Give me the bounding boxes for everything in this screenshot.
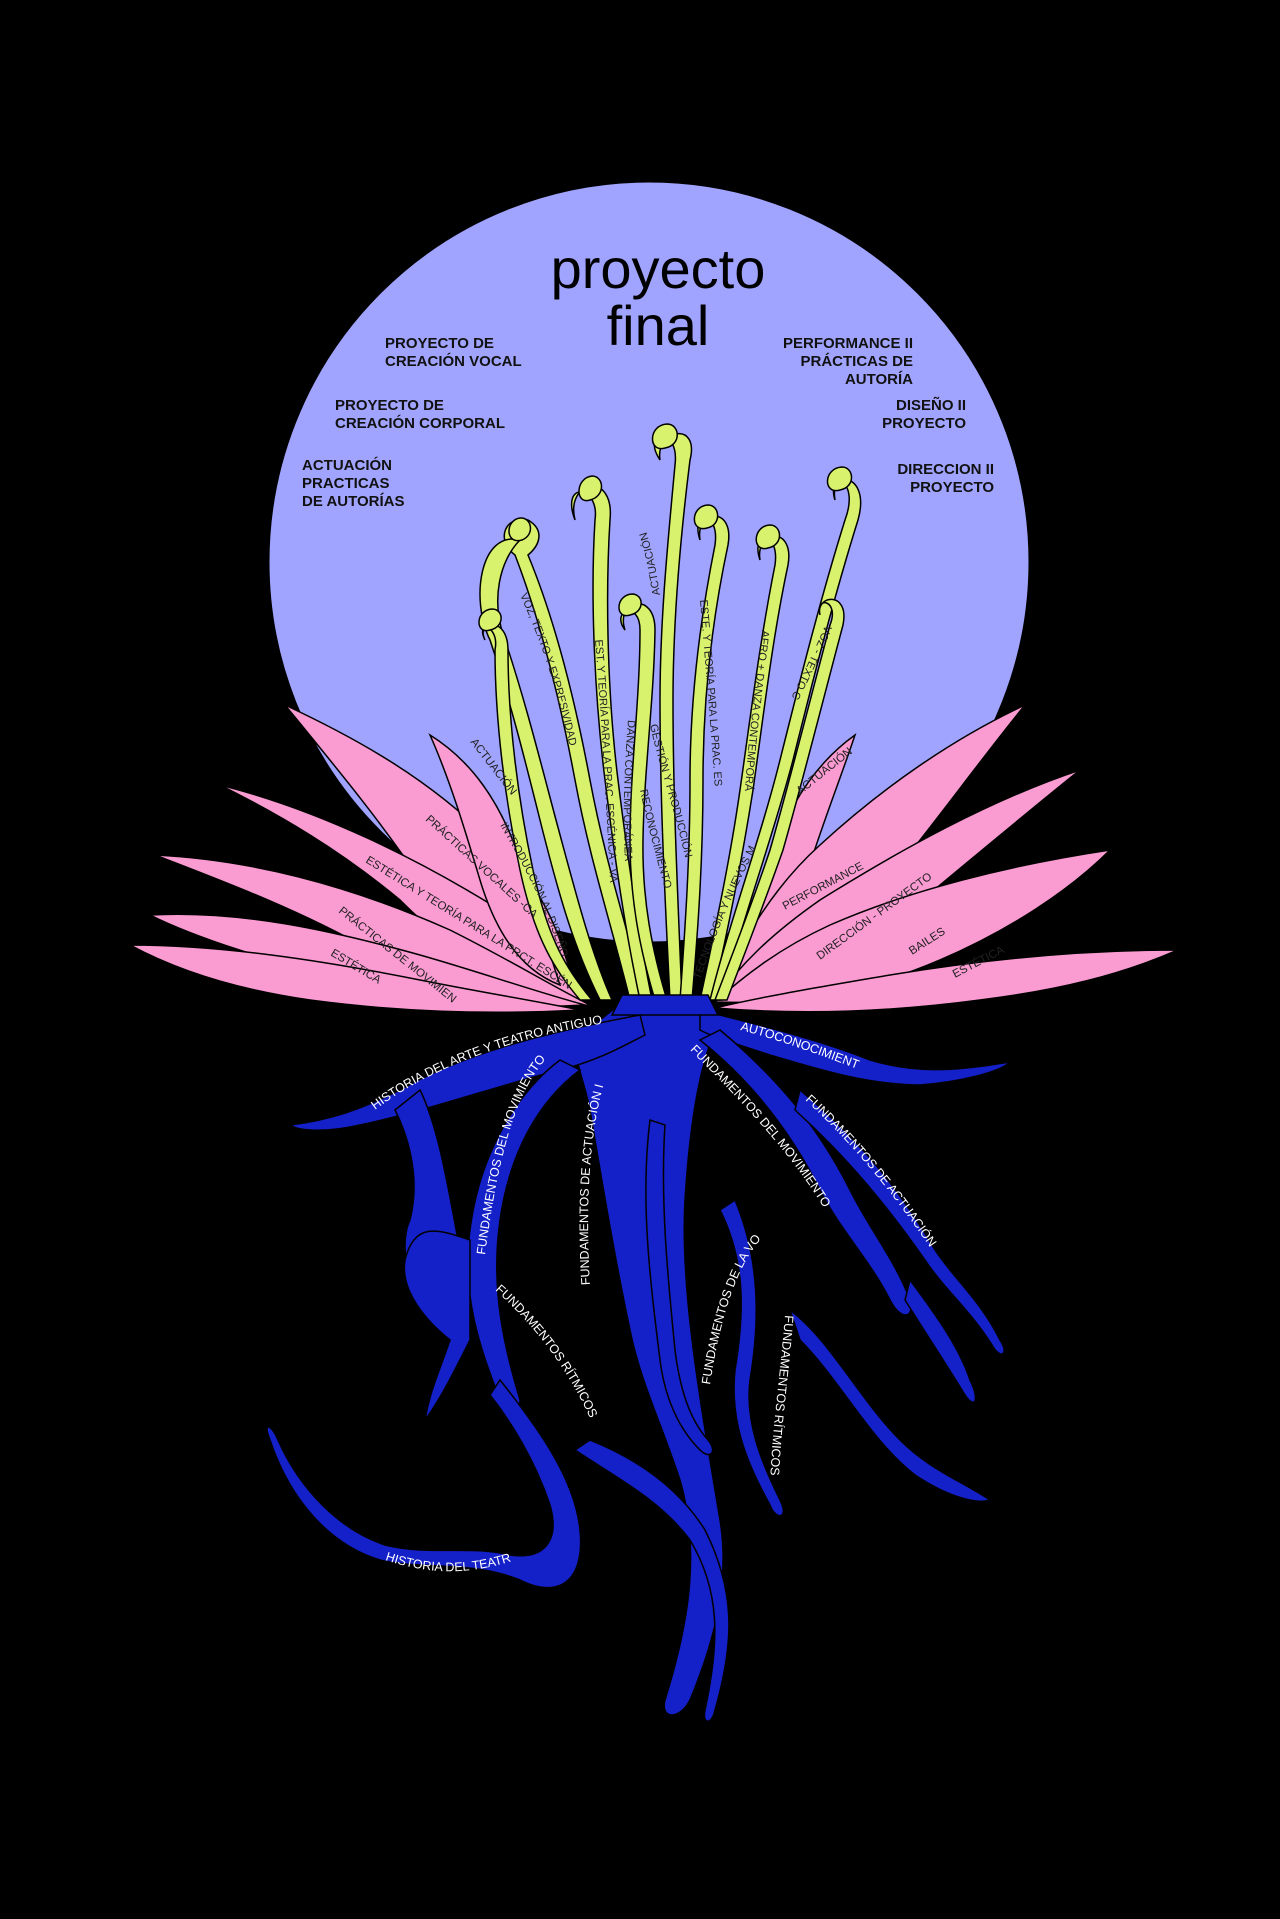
curl-3 <box>651 423 678 450</box>
moon-label-vocal-1: PROYECTO DE <box>385 335 494 352</box>
leaf-left-3 <box>154 854 593 1007</box>
stem-2 <box>479 538 614 1001</box>
moon-label-diseno-2: PROYECTO <box>882 415 966 432</box>
curl-5 <box>755 524 781 550</box>
stem-curls <box>478 423 853 632</box>
moon-label-performance-2: PRÁCTICAS DE <box>800 353 913 370</box>
root-left-low <box>266 1378 582 1589</box>
root-right-upper <box>699 1009 1013 1086</box>
moon-label-direccion-2: PROYECTO <box>910 479 994 496</box>
stem-10 <box>482 623 594 1001</box>
root-center-branch <box>645 1118 714 1456</box>
curl-2 <box>578 475 603 502</box>
stems <box>479 432 862 1001</box>
moon-label-performance-1: PERFORMANCE II <box>783 335 913 352</box>
stem-1 <box>503 518 646 1001</box>
moon-label-performance-3: AUTORÍA <box>845 371 913 388</box>
leaf-left-5 <box>129 944 581 1014</box>
root-right-branch-2 <box>904 1278 977 1403</box>
moon-label-actuacion-3: DE AUTORÍAS <box>302 493 405 510</box>
moon-label-vocal-2: CREACIÓN VOCAL <box>385 352 522 370</box>
moon-label-corporal-1: PROYECTO DE <box>335 397 444 414</box>
root-left-tail <box>573 1439 730 1722</box>
moon-label-diseno-1: DISEÑO II <box>896 396 966 414</box>
leaves-left <box>129 704 593 1014</box>
leaf-left-inner <box>428 733 562 987</box>
root-left-branch <box>403 1230 471 1421</box>
root-right-mid <box>698 1029 912 1316</box>
moon-label-actuacion-2: PRACTICAS <box>302 475 390 492</box>
root-right-far <box>794 1088 1005 1355</box>
curl-7 <box>618 593 642 617</box>
stem-9 <box>713 598 845 1001</box>
moon-label-actuacion-1: ACTUACIÓN <box>302 456 392 474</box>
roots <box>266 999 1013 1722</box>
root-right-branch <box>788 1307 992 1502</box>
curl-1 <box>508 517 532 542</box>
root-base <box>610 994 720 1016</box>
moon-label-direccion-1: DIRECCION II <box>897 461 994 478</box>
moon-label-corporal-2: CREACIÓN CORPORAL <box>335 414 505 432</box>
curl-6 <box>826 466 853 492</box>
leaf-right-4 <box>713 848 1113 1004</box>
title-line-2: final <box>607 294 710 357</box>
curl-8 <box>478 608 502 632</box>
root-right-low <box>719 1198 785 1517</box>
moon-labels-left: PROYECTO DE CREACIÓN VOCAL PROYECTO DE C… <box>302 335 522 510</box>
curl-4 <box>693 504 719 530</box>
title-line-1: proyecto <box>551 237 766 300</box>
moon-labels-right: PERFORMANCE II PRÁCTICAS DE AUTORÍA DISE… <box>783 335 994 496</box>
root-label-fund-ritmicos-right: FUNDAMENTOS RÍTMICOS <box>768 1315 796 1476</box>
root-trunk <box>575 999 724 1716</box>
